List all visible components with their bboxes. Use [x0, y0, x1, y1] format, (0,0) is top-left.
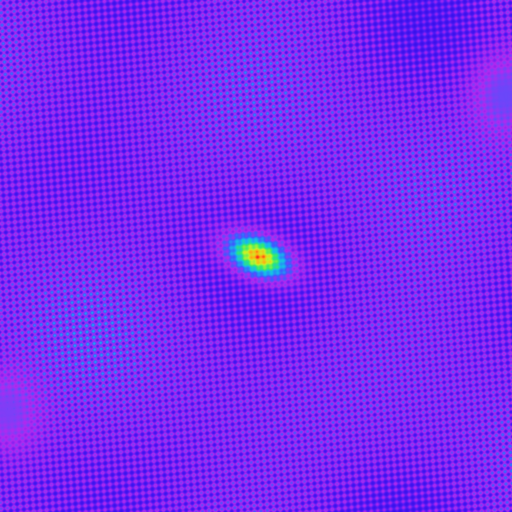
image-canvas: [0, 0, 512, 512]
interference-pattern: [0, 0, 512, 512]
